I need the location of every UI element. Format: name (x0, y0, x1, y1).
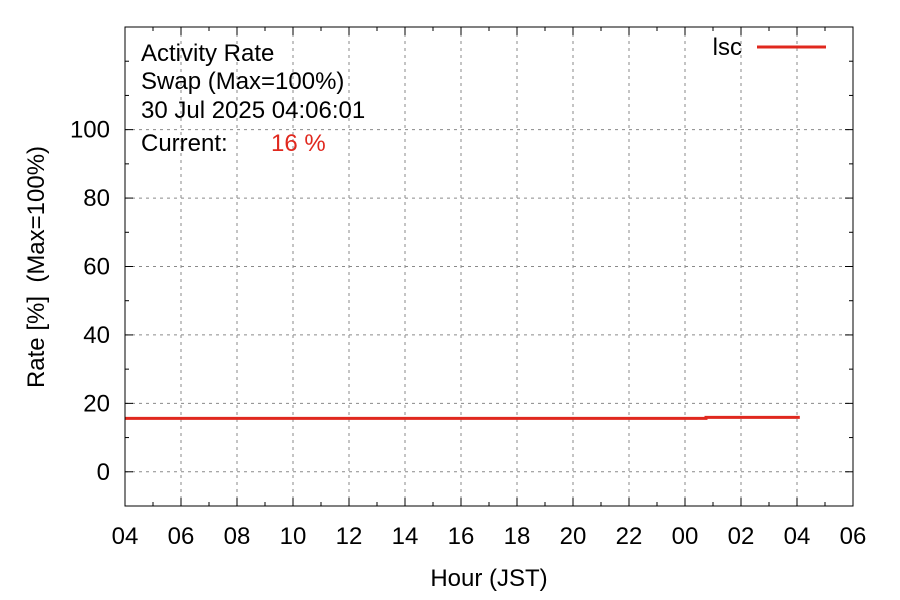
current-label: Current: (141, 130, 228, 157)
series-line-lsc (125, 415, 800, 420)
x-tick-labels: 04 06 08 10 12 14 16 18 20 22 00 02 04 06 (112, 523, 867, 550)
x-tick-label: 16 (448, 523, 475, 550)
chart-title: Activity Rate (141, 40, 274, 67)
legend-label: lsc (713, 34, 742, 61)
chart-timestamp: 30 Jul 2025 04:06:01 (141, 97, 365, 124)
legend: lsc (713, 34, 826, 61)
chart-subtitle: Swap (Max=100%) (141, 68, 344, 95)
x-tick-label: 02 (728, 523, 755, 550)
grid-lines (125, 27, 853, 506)
y-tick-label: 100 (70, 117, 110, 144)
x-tick-label: 00 (672, 523, 699, 550)
x-tick-label: 04 (112, 523, 139, 550)
y-tick-label: 0 (97, 459, 110, 486)
x-tick-label: 04 (784, 523, 811, 550)
x-tick-label: 12 (336, 523, 363, 550)
x-tick-label: 06 (168, 523, 195, 550)
y-tick-label: 60 (83, 254, 110, 281)
x-tick-label: 20 (560, 523, 587, 550)
x-tick-label: 22 (616, 523, 643, 550)
x-tick-label: 14 (392, 523, 419, 550)
y-tick-label: 40 (83, 322, 110, 349)
series-lines (125, 415, 800, 420)
y-tick-labels: 0 20 40 60 80 100 (70, 117, 110, 486)
x-tick-label: 08 (224, 523, 251, 550)
y-axis-label: Rate [%] (Max=100%) (23, 146, 50, 388)
x-tick-label: 06 (840, 523, 867, 550)
chart-title-block: Activity Rate Swap (Max=100%) 30 Jul 202… (141, 40, 365, 157)
x-tick-label: 10 (280, 523, 307, 550)
x-tick-label: 18 (504, 523, 531, 550)
current-value: 16 % (271, 130, 326, 157)
plot-frame (124, 26, 854, 507)
y-tick-label: 20 (83, 390, 110, 417)
y-tick-label: 80 (83, 185, 110, 212)
x-axis-label: Hour (JST) (430, 565, 547, 592)
